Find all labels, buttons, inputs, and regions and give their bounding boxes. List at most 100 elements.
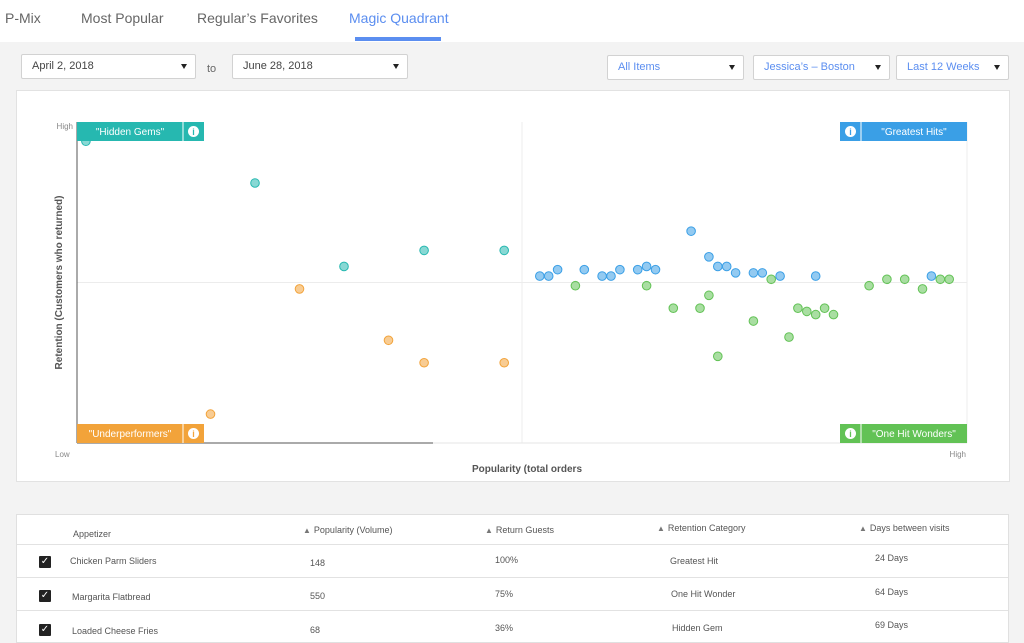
table-row[interactable]: ✓ Chicken Parm Sliders 148 100% Greatest… — [17, 544, 1008, 577]
cell-appetizer: Chicken Parm Sliders — [70, 556, 157, 566]
info-icon — [845, 428, 856, 439]
data-point-greatest-hits — [721, 261, 732, 272]
data-point-one-hit-wonders — [935, 274, 946, 285]
column-header-label: Popularity (Volume) — [313, 525, 393, 535]
row-checkbox[interactable]: ✓ — [39, 556, 51, 568]
data-point-greatest-hits — [535, 271, 545, 281]
data-point-greatest-hits — [686, 226, 696, 236]
cell-retention-category: Hidden Gem — [672, 623, 723, 633]
data-point-one-hit-wonders — [784, 332, 794, 342]
data-point-one-hit-wonders — [899, 274, 910, 285]
column-header-days-between-visits[interactable]: ▲︎ Days between visits — [859, 523, 949, 533]
info-icon — [188, 126, 199, 137]
column-header-return-guests[interactable]: ▲︎ Return Guests — [485, 525, 554, 535]
data-point-greatest-hits — [757, 268, 768, 278]
cell-retention-category: One Hit Wonder — [671, 589, 736, 599]
sort-icon: ▲︎ — [657, 524, 665, 533]
data-point-underperformers — [294, 284, 305, 294]
date-range-to-label: to — [207, 63, 217, 75]
info-icon-glyph: i — [849, 127, 852, 137]
cell-retention-category: Greatest Hit — [670, 556, 719, 566]
y-axis-title: Retention (Customers who returned) — [54, 196, 65, 370]
data-point-hidden-gems — [419, 245, 429, 256]
data-point-underperformers — [499, 357, 510, 368]
table-row[interactable]: ✓ Loaded Cheese Fries 68 36% Hidden Gem … — [17, 610, 1008, 643]
start-date-select[interactable]: April 2, 2018 — [21, 54, 196, 79]
row-checkbox[interactable]: ✓ — [39, 624, 51, 636]
data-point-one-hit-wonders — [802, 306, 812, 317]
info-icon-glyph: i — [192, 429, 195, 439]
data-point-one-hit-wonders — [570, 280, 581, 291]
quadrant-label-one-hit-wonders — [861, 424, 967, 443]
x-axis-low-label: Low — [55, 450, 70, 459]
data-point-greatest-hits — [597, 271, 607, 281]
info-icon-glyph: i — [849, 429, 852, 439]
data-point-greatest-hits — [775, 271, 785, 281]
chevron-down-icon — [393, 64, 399, 69]
period-value: Last 12 Weeks — [907, 61, 980, 73]
info-icon — [845, 126, 856, 137]
data-point-hidden-gems — [250, 178, 260, 188]
data-point-one-hit-wonders — [641, 280, 652, 291]
cell-popularity: 550 — [310, 591, 326, 601]
column-header-label: Days between visits — [869, 523, 950, 533]
column-header-popularity[interactable]: ▲︎ Popularity (Volume) — [303, 525, 392, 535]
data-point-greatest-hits — [632, 264, 643, 275]
cell-return-guests: 100% — [495, 555, 519, 565]
quadrant-plot: High Low High Popularity (total orders Reten… — [54, 122, 968, 475]
data-point-one-hit-wonders — [695, 303, 705, 313]
cell-days-between-visits: 69 Days — [875, 620, 909, 630]
info-icon — [188, 428, 199, 439]
column-header-appetizer[interactable]: Appetizer — [73, 529, 112, 539]
data-point-one-hit-wonders — [810, 309, 821, 320]
column-header-retention-category[interactable]: ▲︎ Retention Category — [657, 523, 745, 533]
cell-days-between-visits: 24 Days — [875, 553, 909, 563]
data-point-hidden-gems — [499, 245, 510, 256]
data-point-one-hit-wonders — [882, 274, 892, 285]
tab-bar: P-Mix Most Popular Regular’s Favorites M… — [0, 0, 1024, 42]
cell-return-guests: 75% — [495, 589, 514, 599]
column-header-label: Retention Category — [667, 523, 746, 533]
data-point-greatest-hits — [713, 261, 723, 272]
cell-popularity: 148 — [310, 558, 326, 568]
column-header-label: Return Guests — [495, 525, 554, 535]
period-select[interactable]: Last 12 Weeks — [896, 55, 1009, 80]
data-point-hidden-gems — [81, 136, 91, 147]
data-point-greatest-hits — [926, 271, 937, 281]
data-point-hidden-gems — [339, 261, 349, 272]
location-select[interactable]: Jessica’s – Boston — [753, 55, 890, 80]
data-point-one-hit-wonders — [704, 290, 714, 301]
cell-days-between-visits: 64 Days — [875, 587, 909, 597]
data-point-greatest-hits — [543, 271, 554, 281]
y-axis-high-label: High — [57, 122, 73, 131]
table-row[interactable]: ✓ Margarita Flatbread 550 75% One Hit Wo… — [17, 577, 1008, 610]
data-point-one-hit-wonders — [917, 284, 928, 294]
chevron-down-icon — [181, 64, 187, 69]
quadrant-label-greatest-hits — [861, 122, 967, 141]
chevron-down-icon — [994, 65, 1000, 70]
data-point-underperformers — [205, 409, 216, 419]
data-point-one-hit-wonders — [668, 303, 679, 313]
data-point-greatest-hits — [810, 271, 821, 281]
end-date-select[interactable]: June 28, 2018 — [232, 54, 408, 79]
sort-icon: ▲︎ — [485, 526, 493, 535]
cell-appetizer: Loaded Cheese Fries — [72, 626, 159, 636]
data-point-one-hit-wonders — [748, 316, 759, 326]
tab-p-mix[interactable]: P-Mix — [5, 10, 41, 26]
tab-magic-quadrant[interactable]: Magic Quadrant — [349, 10, 449, 26]
data-point-greatest-hits — [552, 264, 563, 275]
row-checkbox[interactable]: ✓ — [39, 590, 51, 602]
location-value: Jessica’s – Boston — [764, 61, 855, 73]
end-date-value: June 28, 2018 — [243, 60, 313, 72]
items-select[interactable]: All Items — [607, 55, 744, 80]
info-icon-glyph: i — [192, 127, 195, 137]
quadrant-label-text: "One Hit Wonders" — [872, 429, 956, 440]
active-tab-indicator — [355, 37, 441, 41]
data-point-greatest-hits — [615, 264, 625, 275]
items-value: All Items — [618, 61, 661, 73]
tab-most-popular[interactable]: Most Popular — [81, 10, 164, 26]
cell-appetizer: Margarita Flatbread — [72, 592, 151, 602]
x-axis-high-label: High — [950, 450, 966, 459]
tab-regulars-favorites[interactable]: Regular’s Favorites — [197, 10, 318, 26]
data-point-underperformers — [419, 357, 429, 368]
